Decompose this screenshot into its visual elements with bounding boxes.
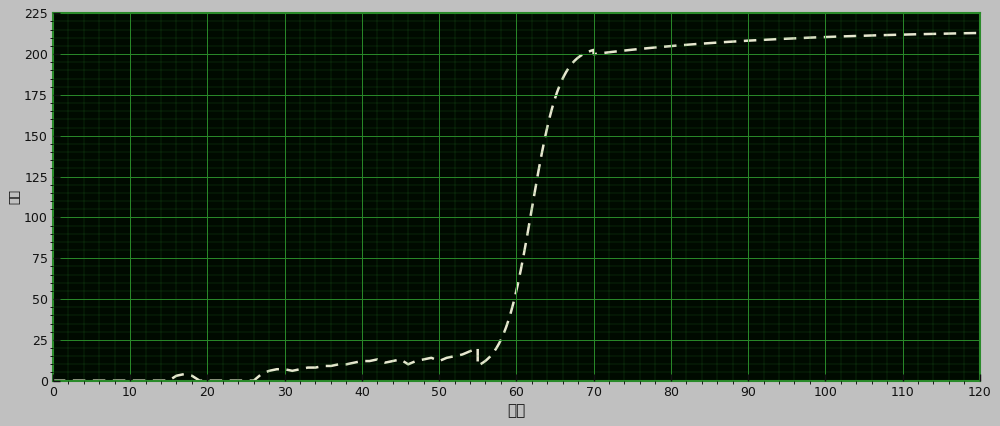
Y-axis label: 灰度: 灰度	[8, 190, 21, 204]
X-axis label: 时间: 时间	[507, 403, 525, 417]
